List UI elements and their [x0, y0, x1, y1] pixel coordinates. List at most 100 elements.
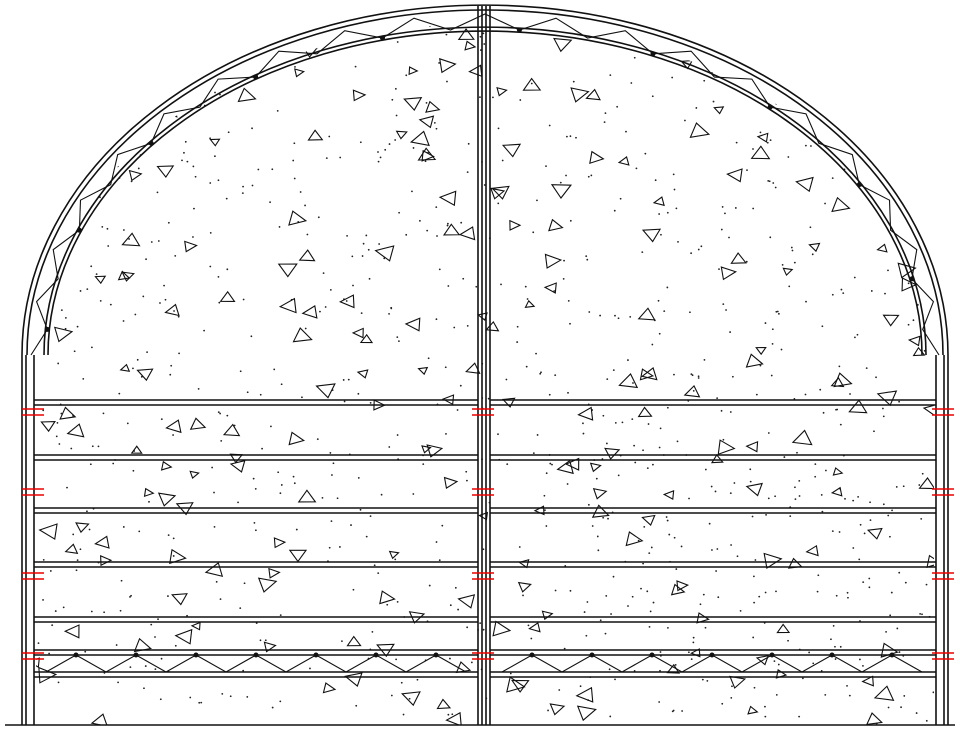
- aggregate-stone: [110, 8, 120, 17]
- aggregate-dot: [29, 361, 31, 363]
- aggregate-dot: [64, 327, 67, 330]
- aggregate-dot: [658, 446, 661, 449]
- aggregate-dot: [691, 374, 694, 377]
- aggregate-dot: [870, 290, 873, 292]
- aggregate-dot: [36, 38, 37, 41]
- aggregate-dot: [299, 191, 302, 193]
- aggregate-dot: [798, 479, 801, 482]
- aggregate-dot: [614, 678, 616, 681]
- aggregate-dot: [640, 587, 642, 590]
- aggregate-stone: [121, 271, 135, 282]
- aggregate-dot: [459, 384, 462, 387]
- lattice-node: [649, 652, 655, 658]
- aggregate-dot: [920, 89, 922, 92]
- aggregate-dot: [140, 375, 143, 378]
- aggregate-dot: [619, 197, 622, 200]
- aggregate-dot: [809, 226, 812, 229]
- aggregate-stone: [209, 138, 221, 147]
- aggregate-dot: [687, 651, 690, 654]
- aggregate-dot: [119, 609, 122, 612]
- aggregate-dot: [752, 636, 755, 639]
- aggregate-stone: [872, 11, 881, 17]
- aggregate-stone: [121, 232, 141, 247]
- aggregate-dot: [184, 64, 187, 67]
- aggregate-stone: [873, 685, 895, 701]
- aggregate-dot: [388, 446, 391, 448]
- aggregate-stone: [237, 87, 257, 103]
- aggregate-dot: [164, 298, 167, 301]
- aggregate-dot: [921, 613, 923, 616]
- aggregate-dot: [895, 36, 897, 39]
- aggregate-stone: [288, 210, 308, 226]
- aggregate-dot: [873, 430, 875, 433]
- aggregate-dot: [367, 248, 370, 251]
- aggregate-dot: [562, 278, 565, 280]
- aggregate-dot: [712, 27, 715, 30]
- aggregate-dot: [160, 418, 163, 421]
- aggregate-stone: [496, 87, 508, 97]
- aggregate-dot: [543, 494, 546, 497]
- aggregate-stone: [288, 431, 306, 446]
- aggregate-dot: [154, 668, 157, 671]
- aggregate-dot: [254, 529, 257, 532]
- aggregate-dot: [167, 595, 169, 597]
- aggregate-stone: [66, 423, 85, 438]
- aggregate-dot: [754, 559, 757, 561]
- aggregate-stone: [40, 420, 56, 433]
- aggregate-dot: [933, 62, 934, 65]
- aggregate-dot: [386, 603, 389, 606]
- lattice-node: [313, 652, 319, 658]
- aggregate-stone: [625, 531, 644, 547]
- aggregate-dot: [351, 255, 354, 258]
- aggregate-dot: [524, 285, 527, 288]
- aggregate-stone: [157, 492, 177, 507]
- aggregate-dot: [509, 672, 512, 675]
- aggregate-dot: [569, 219, 572, 222]
- aggregate-stone: [277, 263, 298, 278]
- aggregate-dot: [186, 160, 189, 163]
- aggregate-stone: [443, 476, 459, 490]
- aggregate-dot: [331, 474, 333, 476]
- aggregate-dot: [769, 236, 772, 239]
- aggregate-stone: [268, 567, 281, 579]
- aggregate-dot: [102, 86, 104, 89]
- aggregate-dot: [790, 246, 793, 249]
- bottom-lattice: [501, 654, 923, 673]
- aggregate-dot: [775, 590, 777, 593]
- aggregate-stone: [492, 620, 512, 637]
- bottom-lattice: [45, 654, 467, 673]
- aggregate-dot: [446, 224, 449, 227]
- aggregate-dot: [831, 293, 834, 296]
- aggregate-stone: [43, 30, 59, 44]
- aggregate-dot: [69, 140, 72, 143]
- aggregate-dot: [675, 568, 678, 570]
- aggregate-dot: [79, 548, 82, 551]
- aggregate-dot: [405, 74, 408, 77]
- aggregate-stone: [511, 679, 530, 693]
- aggregate-dot: [939, 720, 941, 722]
- aggregate-stone: [689, 122, 711, 138]
- aggregate-stone: [468, 64, 483, 78]
- aggregate-stone: [189, 417, 207, 430]
- aggregate-dot: [665, 516, 668, 518]
- aggregate-dot: [422, 463, 425, 466]
- aggregate-dot: [607, 517, 609, 520]
- aggregate-dot: [167, 534, 170, 537]
- aggregate-dot: [569, 135, 572, 138]
- aggregate-stone: [315, 383, 336, 399]
- aggregate-dot: [84, 173, 87, 176]
- aggregate-stone: [439, 58, 457, 74]
- aggregate-dot: [293, 482, 296, 485]
- aggregate-stone: [591, 504, 610, 518]
- aggregate-dot: [816, 590, 819, 593]
- aggregate-dot: [215, 580, 218, 583]
- aggregate-dot: [649, 41, 652, 44]
- aggregate-dot: [483, 184, 486, 186]
- aggregate-dot: [319, 310, 321, 313]
- aggregate-dot: [456, 409, 459, 411]
- aggregate-stone: [130, 445, 143, 454]
- aggregate-dot: [904, 581, 907, 584]
- aggregate-stone: [263, 641, 277, 653]
- aggregate-dot: [579, 685, 582, 688]
- aggregate-dot: [612, 369, 615, 372]
